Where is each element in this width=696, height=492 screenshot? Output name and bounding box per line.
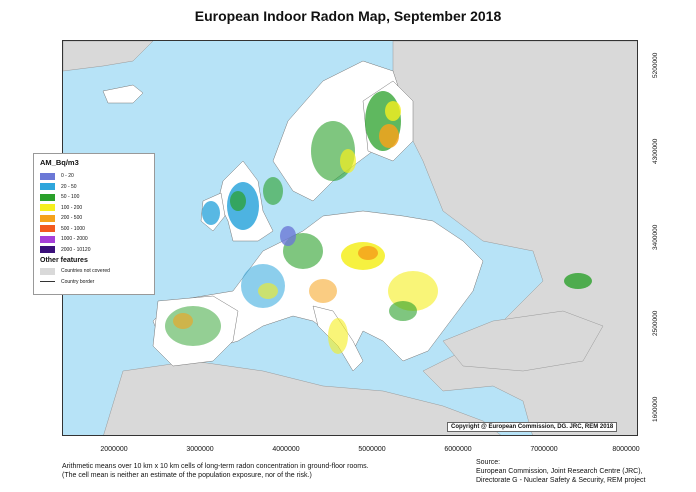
legend-row: 20 - 50	[40, 182, 148, 193]
legend-swatch	[40, 246, 55, 254]
legend-row-not-covered: Countries not covered	[40, 266, 148, 277]
legend-row-border: Country border	[40, 277, 148, 288]
footnote-line: (The cell mean is neither an estimate of…	[62, 472, 312, 479]
legend-swatch	[40, 225, 55, 233]
legend-swatch-not-covered	[40, 267, 55, 275]
y-tick-label: 1600000	[652, 396, 659, 422]
legend-label: 1000 - 2000	[61, 236, 88, 243]
footnote-line: Arithmetic means over 10 km x 10 km cell…	[62, 463, 369, 470]
legend-label: Country border	[61, 278, 95, 285]
legend-swatch	[40, 193, 55, 201]
legend-label: 50 - 100	[61, 194, 80, 201]
turkey-land	[442, 310, 604, 372]
legend-swatch	[40, 235, 55, 243]
legend-swatch	[40, 183, 55, 191]
legend-row: 50 - 100	[40, 192, 148, 203]
x-tick-label: 2000000	[100, 446, 128, 453]
legend-row: 200 - 500	[40, 213, 148, 224]
legend-row: 100 - 200	[40, 203, 148, 214]
legend-other-title: Other features	[40, 257, 88, 264]
legend-label: 200 - 500	[61, 215, 83, 222]
legend-row: 0 - 20	[40, 171, 148, 182]
y-tick-label: 2500000	[652, 310, 659, 336]
x-tick-label: 5000000	[358, 446, 386, 453]
legend-line-border	[40, 281, 55, 283]
legend-label: 500 - 1000	[61, 225, 85, 232]
legend-title: AM_Bq/m3	[40, 158, 79, 167]
copyright-notice: Copyright @ European Commission, DG. JRC…	[447, 422, 618, 432]
map-title: European Indoor Radon Map, September 201…	[194, 8, 502, 24]
footnote: Arithmetic means over 10 km x 10 km cell…	[62, 462, 369, 480]
legend-swatch	[40, 172, 55, 180]
y-tick-label: 5200000	[652, 52, 659, 78]
y-tick-label: 3400000	[652, 224, 659, 250]
legend-classes: 0 - 20 20 - 50 50 - 100 100 - 200 200 - 500 5…	[40, 171, 148, 255]
iceland-land	[102, 84, 144, 104]
map-legend: AM_Bq/m3 0 - 20 20 - 50 50 - 100 100 - 200 2…	[33, 153, 155, 295]
legend-swatch	[40, 204, 55, 212]
y-tick-label: 4300000	[652, 138, 659, 164]
source-line: Directorate G - Nuclear Safety & Securit…	[476, 477, 646, 484]
legend-label: Countries not covered	[61, 268, 110, 275]
x-tick-label: 8000000	[612, 446, 640, 453]
x-tick-label: 4000000	[272, 446, 300, 453]
x-tick-label: 7000000	[530, 446, 558, 453]
x-tick-label: 3000000	[186, 446, 214, 453]
legend-label: 20 - 50	[61, 183, 77, 190]
source-line: European Commission, Joint Research Cent…	[476, 468, 643, 475]
greenland-land	[63, 41, 154, 72]
map-canvas[interactable]	[62, 40, 638, 436]
x-tick-label: 6000000	[444, 446, 472, 453]
legend-row: 2000 - 10120	[40, 245, 148, 256]
legend-label: 2000 - 10120	[61, 246, 91, 253]
legend-row: 500 - 1000	[40, 224, 148, 235]
legend-swatch	[40, 214, 55, 222]
legend-row: 1000 - 2000	[40, 234, 148, 245]
legend-label: 100 - 200	[61, 204, 83, 211]
radon-data-patches	[165, 91, 592, 354]
source-note: Source: European Commission, Joint Resea…	[476, 458, 645, 485]
source-line: Source:	[476, 459, 501, 466]
legend-label: 0 - 20	[61, 173, 74, 180]
